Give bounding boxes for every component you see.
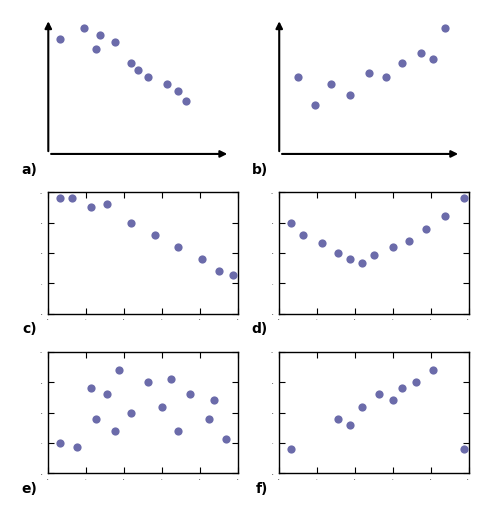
Point — [422, 225, 430, 233]
Point — [103, 390, 111, 399]
Point — [375, 390, 383, 399]
Point — [335, 415, 342, 423]
Point — [429, 56, 437, 64]
Point — [417, 50, 425, 59]
Point — [111, 427, 118, 435]
Point — [346, 256, 354, 264]
Point — [389, 397, 397, 405]
Point — [182, 98, 189, 106]
Point — [92, 46, 99, 54]
Point — [56, 195, 64, 203]
Point — [412, 378, 420, 386]
Point — [80, 25, 87, 33]
Point — [441, 25, 449, 33]
Point — [335, 249, 342, 258]
Text: f): f) — [256, 480, 268, 495]
Point — [346, 421, 354, 429]
Point — [158, 403, 166, 411]
Point — [318, 240, 326, 248]
Text: b): b) — [252, 163, 268, 177]
Point — [87, 203, 95, 211]
Point — [168, 375, 175, 383]
Point — [151, 231, 158, 239]
Point — [398, 60, 406, 68]
Point — [441, 213, 449, 221]
Point — [406, 237, 413, 245]
Point — [229, 271, 237, 279]
Point — [174, 243, 182, 251]
Point — [127, 219, 135, 227]
Point — [311, 102, 319, 110]
Point — [370, 252, 378, 260]
Point — [68, 195, 76, 203]
Text: a): a) — [21, 163, 37, 177]
Text: e): e) — [21, 480, 37, 495]
Point — [198, 256, 206, 264]
Point — [294, 74, 302, 82]
Point — [287, 445, 295, 453]
Point — [127, 60, 135, 68]
Point — [365, 70, 373, 78]
Point — [92, 415, 99, 423]
Point — [429, 366, 437, 375]
Point — [144, 74, 152, 82]
Point — [73, 443, 81, 451]
Point — [186, 390, 194, 399]
Point — [346, 92, 354, 100]
Text: c): c) — [22, 321, 37, 335]
Point — [210, 397, 218, 405]
Point — [103, 201, 111, 209]
Point — [398, 384, 406, 392]
Point — [87, 384, 95, 392]
Point — [111, 39, 118, 47]
Point — [163, 81, 170, 89]
Point — [174, 88, 182, 96]
Point — [358, 403, 366, 411]
Point — [358, 259, 366, 267]
Point — [460, 445, 468, 453]
Point — [115, 366, 123, 375]
Text: d): d) — [252, 321, 268, 335]
Point — [144, 378, 152, 386]
Point — [382, 74, 390, 82]
Point — [134, 67, 142, 75]
Point — [174, 427, 182, 435]
Point — [127, 409, 135, 417]
Point — [327, 81, 335, 89]
Point — [222, 435, 229, 443]
Point — [215, 268, 223, 276]
Point — [56, 36, 64, 44]
Point — [460, 195, 468, 203]
Point — [299, 231, 307, 239]
Point — [205, 415, 213, 423]
Point — [56, 439, 64, 447]
Point — [97, 32, 104, 40]
Point — [389, 243, 397, 251]
Point — [287, 219, 295, 227]
